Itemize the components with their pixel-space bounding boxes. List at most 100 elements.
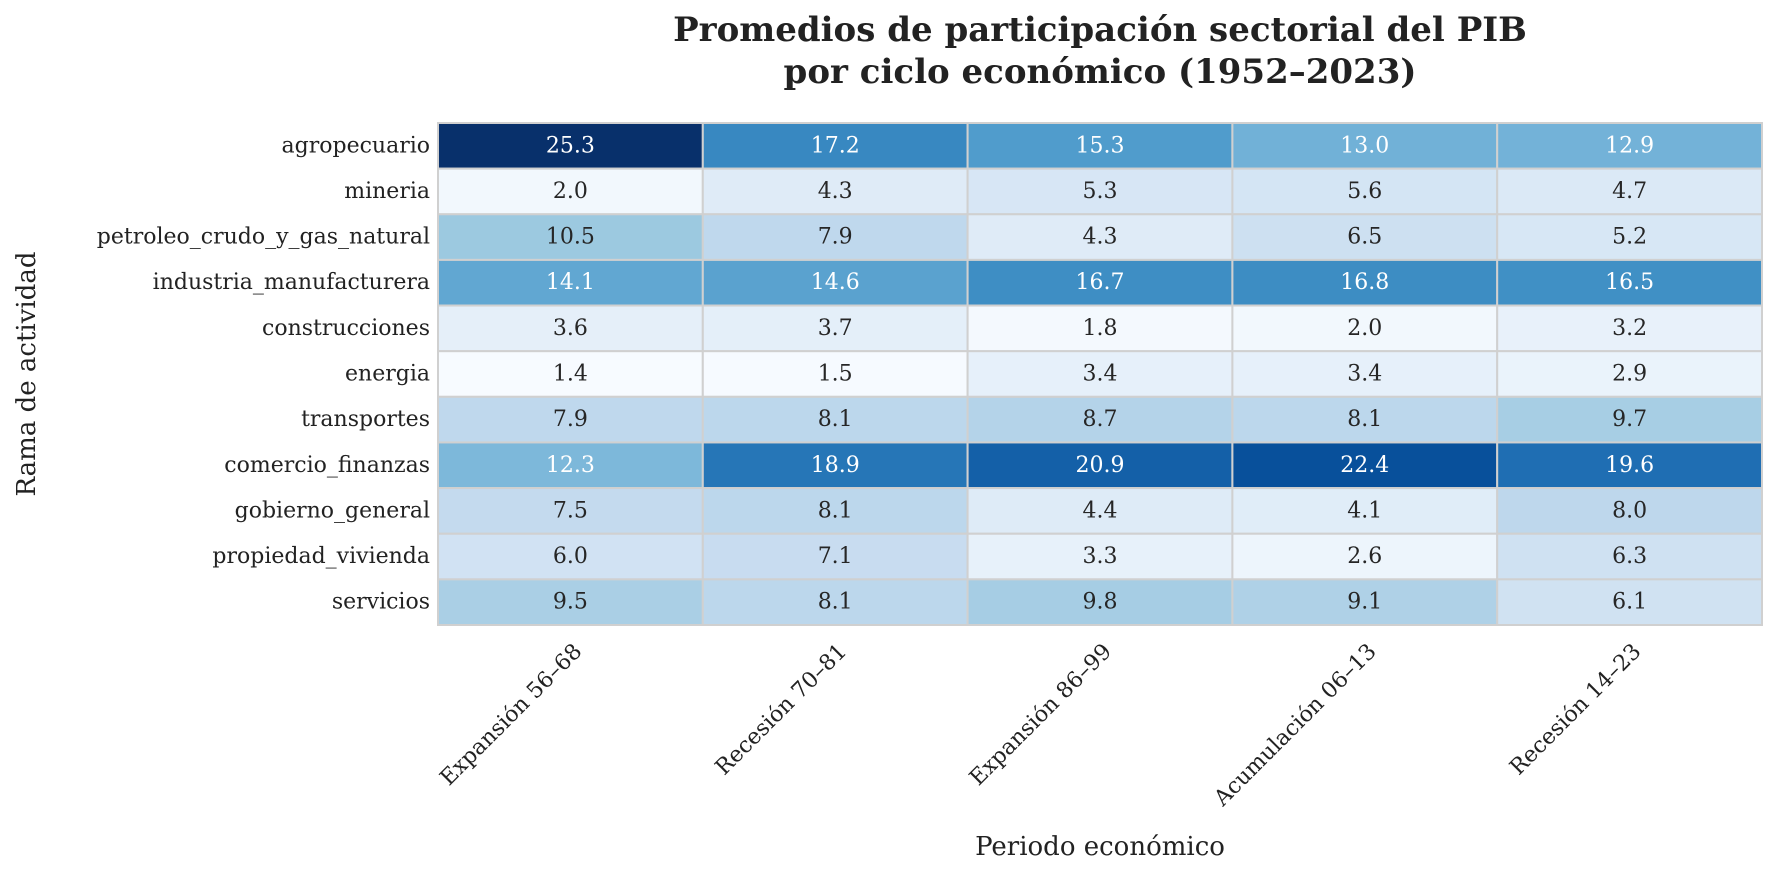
heatmap-cell xyxy=(701,441,969,490)
x-tick-label: Recesión 70–81 xyxy=(711,639,852,780)
heatmap-cell xyxy=(1496,532,1763,581)
y-tick-label: industria_manufacturera xyxy=(153,270,430,295)
heatmap-cell xyxy=(966,578,1234,626)
cell-value-label: 1.8 xyxy=(1083,316,1118,341)
heatmap-cell xyxy=(1231,350,1499,398)
y-tick-label: mineria xyxy=(344,179,430,204)
cell-value-label: 25.3 xyxy=(546,133,595,158)
cell-value-label: 4.1 xyxy=(1347,498,1382,523)
cell-value-label: 3.2 xyxy=(1612,316,1647,341)
cell-value-label: 8.1 xyxy=(818,407,853,432)
y-tick-label: agropecuario xyxy=(282,133,430,158)
cell-value-label: 1.5 xyxy=(818,362,853,387)
cell-value-label: 4.3 xyxy=(818,179,853,204)
cell-value-label: 17.2 xyxy=(811,133,860,158)
heatmap-cell xyxy=(1496,258,1763,307)
cell-value-label: 7.9 xyxy=(818,225,853,250)
cell-value-label: 8.1 xyxy=(818,498,853,523)
cell-value-label: 6.5 xyxy=(1347,225,1382,250)
cell-value-label: 9.5 xyxy=(553,590,588,615)
cell-value-label: 2.0 xyxy=(1347,316,1382,341)
cell-value-label: 9.1 xyxy=(1347,590,1382,615)
cell-value-label: 7.9 xyxy=(553,407,588,432)
heatmap-cell xyxy=(701,258,969,307)
cell-value-label: 6.0 xyxy=(553,544,588,569)
y-tick-label: propiedad_vivienda xyxy=(212,544,430,569)
heatmap-cell xyxy=(437,532,704,581)
cell-value-label: 10.5 xyxy=(546,225,595,250)
cell-value-label: 1.4 xyxy=(553,362,588,387)
cell-value-label: 15.3 xyxy=(1076,133,1125,158)
cell-value-label: 8.0 xyxy=(1612,498,1647,523)
heatmap-cell xyxy=(701,350,969,398)
heatmap-cell xyxy=(1231,213,1499,261)
cell-value-label: 18.9 xyxy=(811,453,860,478)
y-tick-label: construcciones xyxy=(262,316,430,341)
cell-value-label: 3.4 xyxy=(1347,362,1382,387)
heatmap-cell xyxy=(966,304,1234,353)
chart-title-line-1: Promedios de participación sectorial del… xyxy=(673,10,1527,50)
x-tick-labels: Expansión 56–68 Recesión 70–81 Expansión 8… xyxy=(436,639,1647,812)
y-tick-label: comercio_finanzas xyxy=(224,453,430,478)
cell-value-label: 14.6 xyxy=(811,270,860,295)
y-tick-label: transportes xyxy=(301,407,430,432)
cell-value-label: 5.2 xyxy=(1612,225,1647,250)
cell-value-label: 19.6 xyxy=(1605,453,1654,478)
cell-value-label: 8.7 xyxy=(1083,407,1118,432)
heatmap-cell xyxy=(437,122,704,170)
cell-value-label: 5.6 xyxy=(1347,179,1382,204)
cell-value-label: 12.3 xyxy=(546,453,595,478)
x-tick-label: Acumulación 06–13 xyxy=(1209,639,1382,812)
heatmap-cells: 25.3 17.2 15.3 13.0 12.9 2.0 4.3 5.3 5.6 4.7 10.5 7… xyxy=(437,122,1763,626)
chart-title-line-2: por ciclo económico (1952–2023) xyxy=(784,52,1417,92)
cell-value-label: 22.4 xyxy=(1340,453,1389,478)
cell-value-label: 9.8 xyxy=(1083,590,1118,615)
cell-value-label: 3.4 xyxy=(1083,362,1118,387)
heatmap-cell xyxy=(966,167,1234,216)
heatmap-cell xyxy=(1496,578,1763,626)
heatmap-cell xyxy=(1231,258,1499,307)
cell-value-label: 8.1 xyxy=(818,590,853,615)
cell-value-label: 20.9 xyxy=(1076,453,1125,478)
heatmap-cell xyxy=(966,532,1234,581)
cell-value-label: 9.7 xyxy=(1612,407,1647,432)
y-tick-label: gobierno_general xyxy=(235,498,430,523)
y-tick-label: servicios xyxy=(332,590,430,615)
heatmap-cell xyxy=(1496,350,1763,398)
heatmap-cell xyxy=(437,441,704,490)
cell-value-label: 12.9 xyxy=(1605,133,1654,158)
y-axis-label: Rama de actividad xyxy=(12,251,42,496)
heatmap-cell xyxy=(437,167,704,216)
cell-value-label: 13.0 xyxy=(1340,133,1389,158)
heatmap-cell xyxy=(437,395,704,444)
x-tick-label: Expansión 56–68 xyxy=(436,639,588,791)
x-axis-label: Periodo económico xyxy=(975,832,1225,862)
cell-value-label: 14.1 xyxy=(546,270,595,295)
heatmap-cell xyxy=(701,304,969,353)
heatmap-cell xyxy=(437,304,704,353)
heatmap-cell xyxy=(437,258,704,307)
cell-value-label: 4.3 xyxy=(1083,225,1118,250)
heatmap-cell xyxy=(1496,487,1763,535)
cell-value-label: 2.6 xyxy=(1347,544,1382,569)
cell-value-label: 7.5 xyxy=(553,498,588,523)
heatmap-cell xyxy=(1231,578,1499,626)
cell-value-label: 6.3 xyxy=(1612,544,1647,569)
chart-title: Promedios de participación sectorial del… xyxy=(673,10,1527,92)
cell-value-label: 3.6 xyxy=(553,316,588,341)
cell-value-label: 3.3 xyxy=(1083,544,1118,569)
y-tick-labels: agropecuario mineria petroleo_crudo_y_gas_… xyxy=(97,133,430,614)
heatmap-cell xyxy=(1496,441,1763,490)
cell-value-label: 3.7 xyxy=(818,316,853,341)
heatmap-cell xyxy=(1231,532,1499,581)
heatmap-cell xyxy=(701,487,969,535)
cell-value-label: 2.0 xyxy=(553,179,588,204)
heatmap-cell xyxy=(437,578,704,626)
cell-value-label: 16.8 xyxy=(1340,270,1389,295)
heatmap-cell xyxy=(966,350,1234,398)
heatmap-cell xyxy=(1496,167,1763,216)
x-tick-label: Expansión 86–99 xyxy=(965,639,1117,791)
y-tick-label: energia xyxy=(345,362,430,387)
cell-value-label: 2.9 xyxy=(1612,362,1647,387)
